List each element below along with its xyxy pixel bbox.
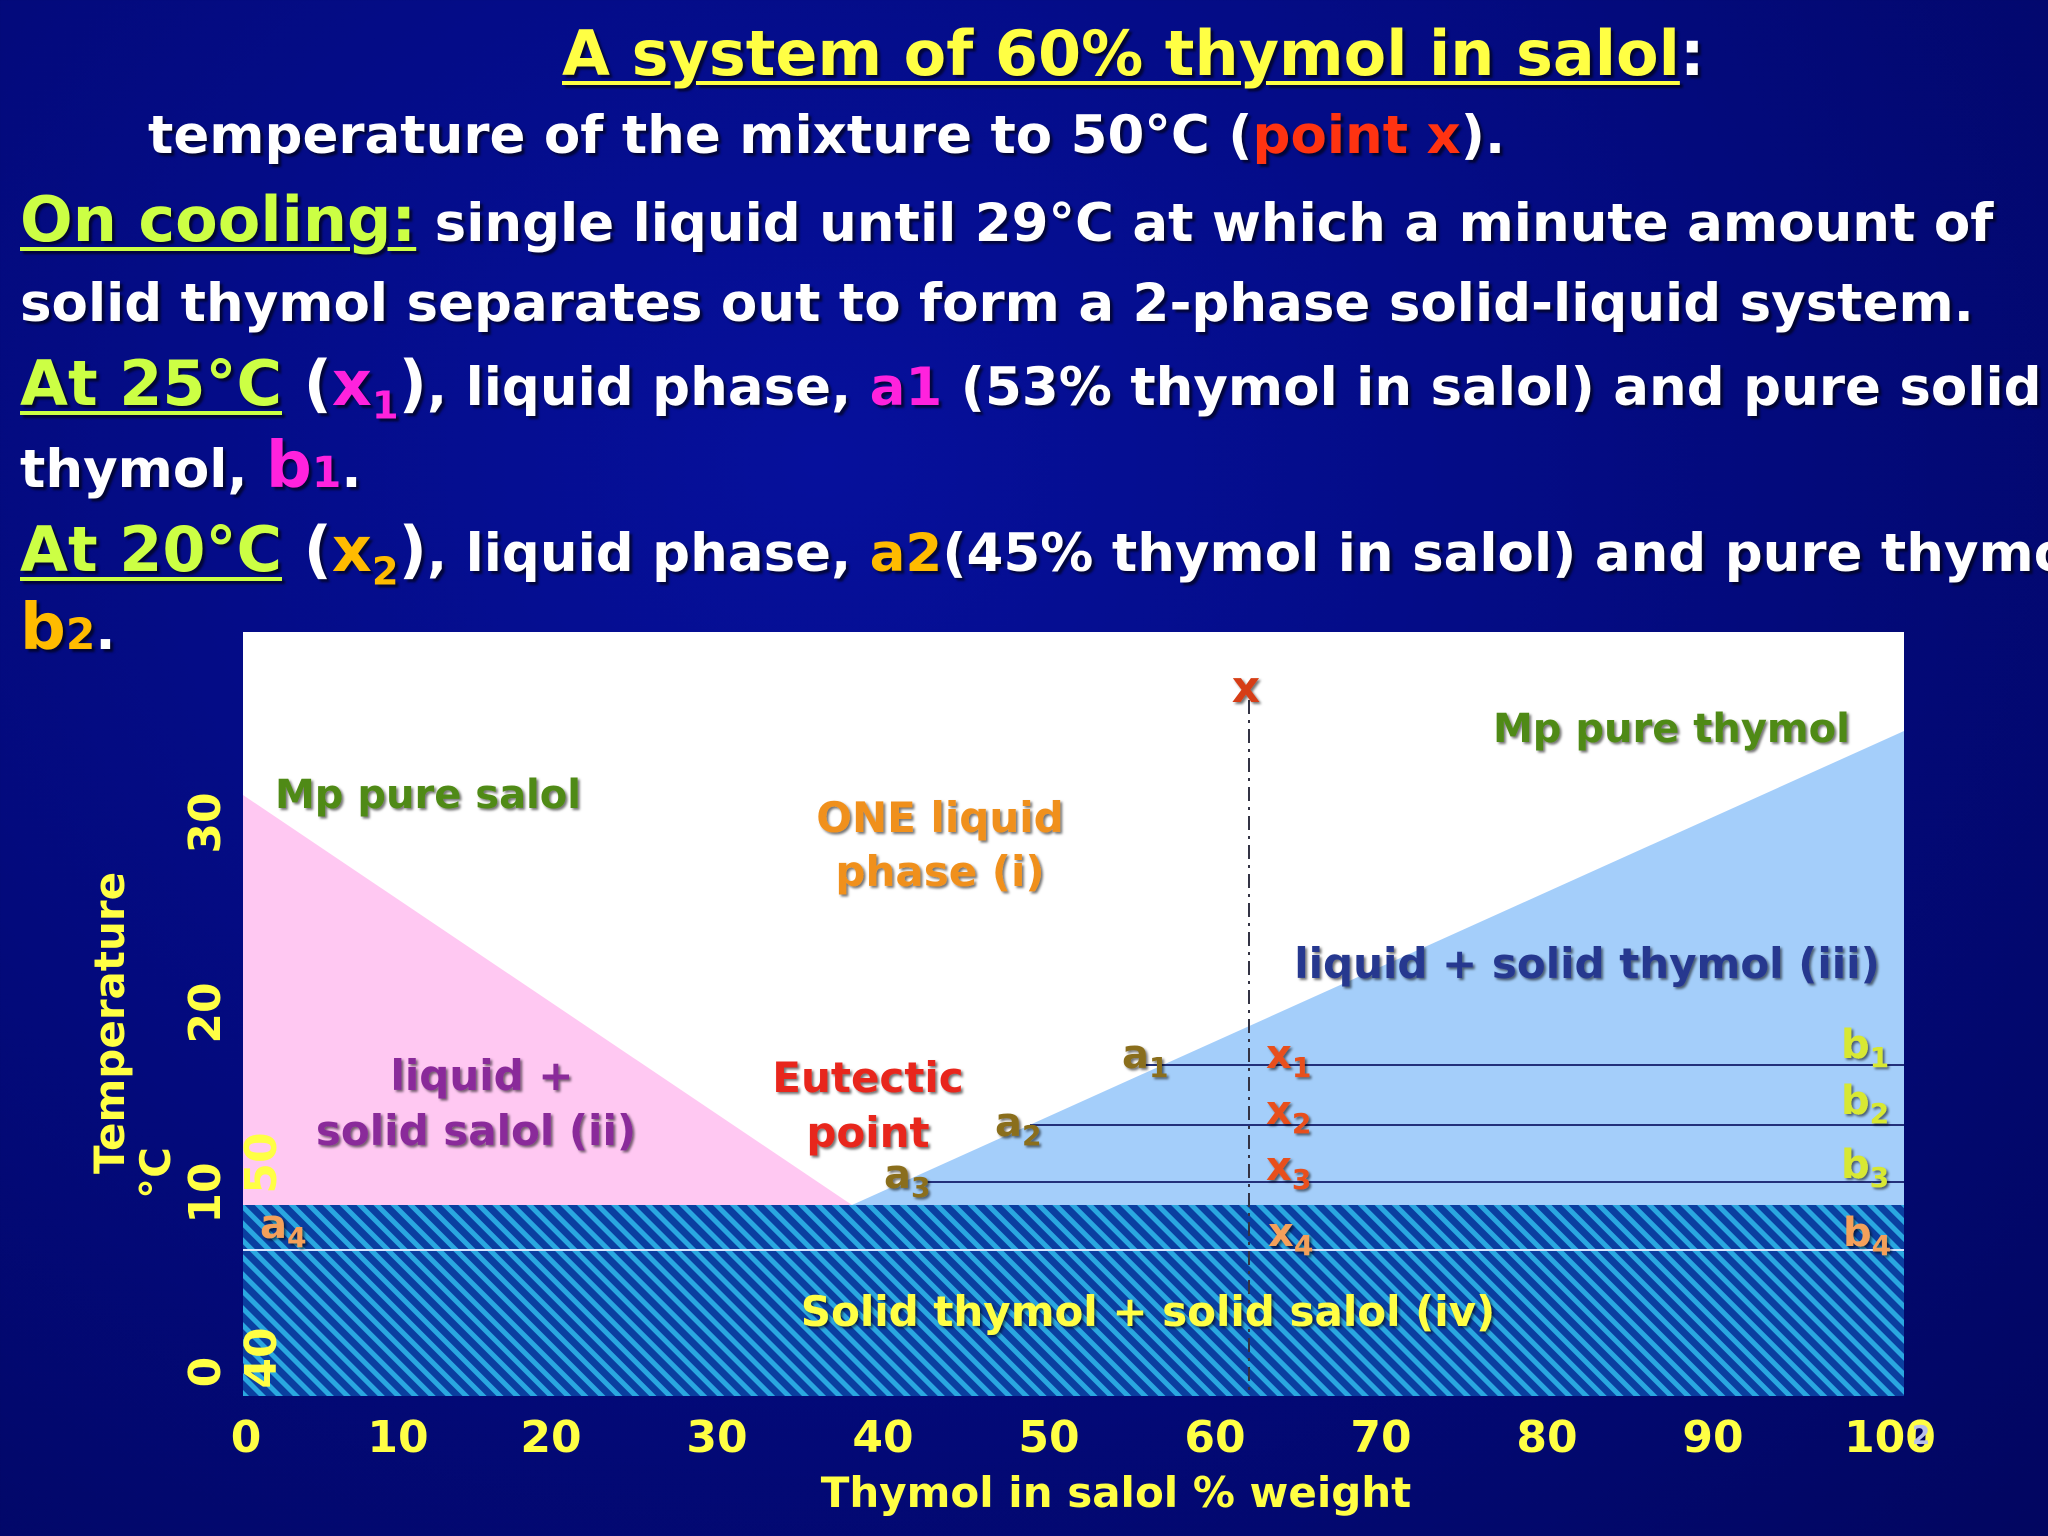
region-liquid-solid-salol (243, 795, 852, 1205)
text-line-7: b2. (20, 596, 115, 667)
x-tick-70: 70 (1350, 1412, 1411, 1463)
text-line-5: thymol, b1. (20, 434, 361, 505)
line4-open: ( (282, 347, 332, 420)
y-tick-20: 20 (180, 982, 231, 1043)
label-b3: b3 (1841, 1142, 1889, 1194)
text-line-4: At 25°C (x1), liquid phase, a1 (53% thym… (20, 352, 2042, 426)
label-one-liquid-1: ONE liquid (816, 793, 1063, 842)
title-colon: : (1679, 17, 1705, 90)
x-tick-30: 30 (686, 1412, 747, 1463)
line6-close: ) (398, 513, 427, 586)
label-mp-salol: Mp pure salol (275, 772, 581, 818)
label-solid-solid: Solid thymol + solid salol (iv) (801, 1287, 1496, 1336)
x-tick-80: 80 (1516, 1412, 1577, 1463)
slide-title: A system of 60% thymol in salol: (562, 18, 1705, 90)
x-tick-100: 100 (1844, 1412, 1936, 1463)
page-number: 2 (1912, 1421, 1930, 1451)
line5-pre: thymol, (20, 439, 267, 500)
x-tick-40: 40 (852, 1412, 913, 1463)
x-tick-10: 10 (367, 1412, 428, 1463)
line6-text1: , liquid phase, (427, 523, 870, 584)
y-tick-30: 30 (180, 792, 231, 853)
line1-post: ). (1460, 105, 1506, 166)
title-text: A system of 60% thymol in salol (562, 17, 1680, 90)
text-line-2: On cooling: single liquid until 29°C at … (20, 188, 1993, 256)
label-point-x: x (1232, 662, 1260, 713)
label-a3: a3 (884, 1152, 930, 1204)
label-liquid-salol-2: solid salol (ii) (316, 1106, 636, 1155)
at-25c-label: At 25°C (20, 347, 282, 420)
point-x2: x2 (331, 513, 399, 595)
y-tick-alt-40: 40 (236, 1327, 287, 1388)
label-eutectic-1: Eutectic (772, 1053, 963, 1102)
label-mp-thymol: Mp pure thymol (1493, 706, 1850, 752)
x-axis-title: Thymol in salol % weight (821, 1468, 1412, 1517)
y-axis-ticks: 0 10 20 30 40 50 (180, 792, 287, 1388)
y-tick-alt-50: 50 (236, 1132, 287, 1193)
x-tick-60: 60 (1184, 1412, 1245, 1463)
label-one-liquid-2: phase (i) (835, 847, 1044, 896)
label-a2: a2 (995, 1100, 1041, 1152)
x-tick-0: 0 (231, 1412, 262, 1463)
region-liquid-solid-thymol (852, 731, 1904, 1205)
phase-a2: a2 (869, 523, 943, 584)
x-tick-50: 50 (1018, 1412, 1079, 1463)
line5-post: . (341, 439, 362, 500)
y-tick-0: 0 (180, 1357, 231, 1388)
label-x4: x4 (1268, 1210, 1313, 1262)
y-axis-title-2: °C (131, 1147, 180, 1199)
label-x3: x3 (1266, 1144, 1311, 1196)
x-tick-90: 90 (1682, 1412, 1743, 1463)
text-line-1: temperature of the mixture to 50°C (poin… (148, 104, 1505, 168)
on-cooling-label: On cooling: (20, 183, 417, 256)
label-liquid-salol-1: liquid + (390, 1051, 573, 1100)
text-line-6: At 20°C (x2), liquid phase, a2(45% thymo… (20, 518, 2048, 592)
label-b4: b4 (1843, 1210, 1891, 1262)
label-eutectic-2: point (806, 1108, 929, 1157)
line4-text1: , liquid phase, (427, 357, 870, 418)
label-liquid-thymol: liquid + solid thymol (iii) (1294, 939, 1880, 988)
region-solid-solid (243, 1205, 1904, 1396)
line4-close: ) (398, 347, 427, 420)
solid-b1: b1 (266, 429, 342, 503)
line6-open: ( (282, 513, 332, 586)
line6-text2: (45% thymol in salol) and pure thymol (942, 523, 2048, 584)
solid-b2: b2 (20, 591, 96, 665)
line1-pre: temperature of the mixture to 50°C ( (148, 105, 1253, 166)
x-axis-ticks: 0 10 20 30 40 50 60 70 80 90 100 (231, 1412, 1936, 1463)
label-a4: a4 (260, 1202, 306, 1254)
text-line-3: solid thymol separates out to form a 2-p… (20, 273, 1974, 334)
label-x1: x1 (1266, 1032, 1311, 1084)
x-tick-20: 20 (520, 1412, 581, 1463)
label-x2: x2 (1266, 1088, 1311, 1140)
phase-a1: a1 (869, 357, 943, 418)
label-b2: b2 (1841, 1078, 1889, 1130)
line2-text: single liquid until 29°C at which a minu… (416, 193, 1994, 254)
at-20c-label: At 20°C (20, 513, 282, 586)
point-x1: x1 (331, 347, 399, 429)
y-axis-title-1: Temperature (85, 872, 134, 1174)
line7-post: . (95, 601, 116, 662)
y-tick-10: 10 (180, 1162, 231, 1223)
line4-text2: (53% thymol in salol) and pure solid (942, 357, 2042, 418)
point-x-label: point x (1252, 105, 1461, 166)
label-b1: b1 (1841, 1022, 1889, 1074)
label-a1: a1 (1122, 1032, 1168, 1084)
